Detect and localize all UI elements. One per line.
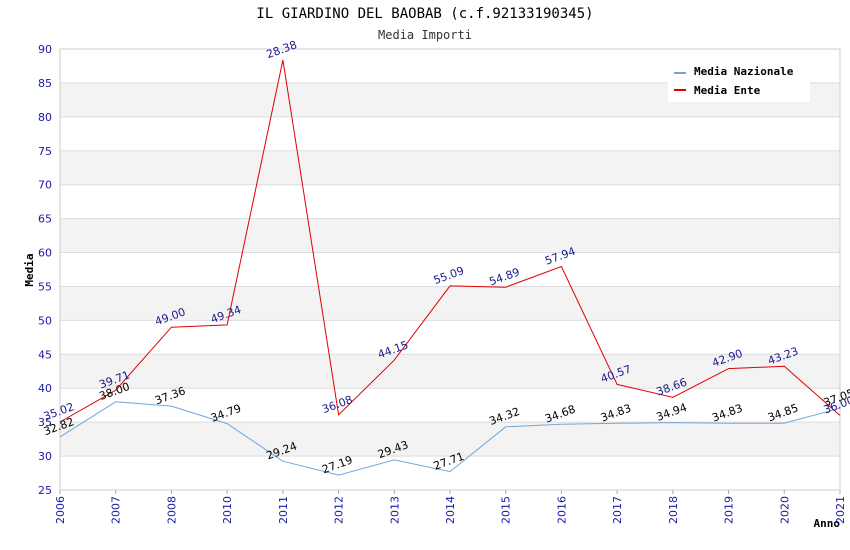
series-lines [59,59,841,476]
y-tick-label: 85 [38,77,52,90]
plot-band [60,252,840,287]
y-tick-label: 80 [38,111,52,124]
legend: Media Nazionale Media Ente [668,58,810,102]
series-line-media-ente [59,59,841,423]
y-tick-label: 45 [38,348,52,361]
plot-band [60,320,840,355]
y-tick-label: 55 [38,280,52,293]
x-tick-label: 2015 [500,496,513,524]
chart-subtitle: Media Importi [378,28,472,42]
plot-band [60,184,840,219]
plot-band [60,286,840,321]
x-tick-label: 2012 [333,496,346,524]
plot-band [60,354,840,389]
y-axis-label: Media [23,253,36,286]
y-tick-label: 50 [38,314,52,327]
plot-band [60,456,840,490]
plot-band [60,218,840,253]
plot-frame [59,48,841,491]
y-tick-label: 65 [38,213,52,226]
y-tick-label: 30 [38,450,52,463]
x-tick-label: 2007 [110,496,123,524]
plot-band [60,422,840,457]
y-tick-label: 70 [38,179,52,192]
x-tick-label: 2021 [834,496,847,524]
x-tick-label: 2008 [165,496,178,524]
x-tick-label: 2016 [555,496,568,524]
x-tick-label: 2011 [277,496,290,524]
y-tick-label: 40 [38,382,52,395]
y-tick-labels: 25 30 35 40 45 50 55 60 65 70 75 80 85 90 [38,43,52,497]
legend-label: Media Ente [694,84,761,97]
y-tick-label: 60 [38,247,52,260]
x-tick-label: 2010 [221,496,234,524]
x-tick-label: 2018 [667,496,680,524]
plot-band [60,388,840,423]
x-tick-label: 2006 [54,496,67,524]
chart-title: IL GIARDINO DEL BAOBAB (c.f.92133190345) [256,6,593,22]
legend-box [668,58,810,102]
x-tick-label: 2019 [723,496,736,524]
x-tick-label: 2017 [611,496,624,524]
plot-band [60,116,840,151]
y-tick-label: 75 [38,145,52,158]
legend-label: Media Nazionale [694,65,794,78]
plot-band [60,150,840,185]
x-tick-label: 2020 [778,496,791,524]
x-tick-labels: 2006 2007 2008 2010 2011 2012 2013 2014 2015 2016… [54,496,847,524]
y-tick-label: 35 [38,416,52,429]
y-tick-label: 25 [38,484,52,497]
x-tick-label: 2013 [388,496,401,524]
x-tick-label: 2014 [444,496,457,524]
y-tick-label: 90 [38,43,52,56]
x-axis-label: Anno [814,517,841,530]
series-line-media-nazionale [59,401,841,476]
